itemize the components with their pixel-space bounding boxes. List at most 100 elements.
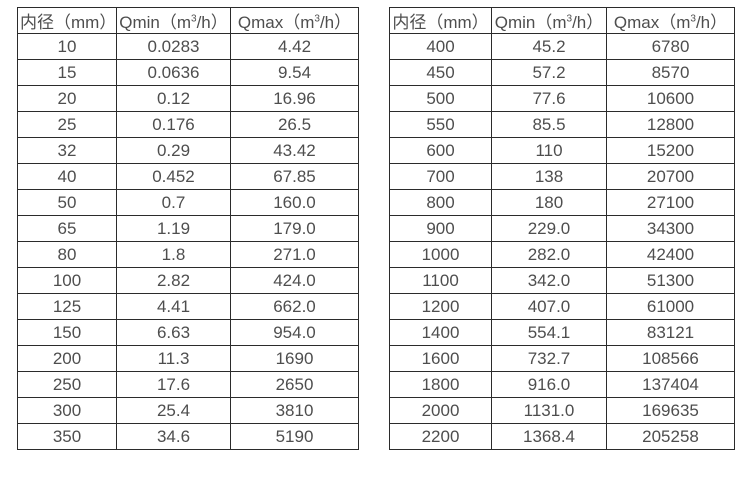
table-cell: 0.452 xyxy=(116,163,231,190)
table-cell: 17.6 xyxy=(116,371,231,398)
table-cell: 229.0 xyxy=(491,215,607,242)
table-cell: 100 xyxy=(17,267,117,294)
table-cell: 200 xyxy=(17,345,117,372)
table-cell: 500 xyxy=(389,85,492,112)
table-row: 65 1.19 179.0 xyxy=(17,215,359,242)
table-row: 900 229.0 34300 xyxy=(389,215,735,242)
table-cell: 4.41 xyxy=(116,293,231,320)
table-cell: 67.85 xyxy=(230,163,359,190)
table-cell: 85.5 xyxy=(491,111,607,138)
table-cell: 916.0 xyxy=(491,371,607,398)
table-cell: 125 xyxy=(17,293,117,320)
table-row: 100 2.82 424.0 xyxy=(17,267,359,294)
superscript-3: 3 xyxy=(690,13,696,25)
table-cell: 554.1 xyxy=(491,319,607,346)
header-qmax-text: Qmax（m xyxy=(237,13,315,32)
table-cell: 83121 xyxy=(606,319,735,346)
table-cell: 110 xyxy=(491,137,607,164)
table-row: 150 6.63 954.0 xyxy=(17,319,359,346)
table-row: 125 4.41 662.0 xyxy=(17,293,359,320)
table-row: 300 25.4 3810 xyxy=(17,397,359,424)
table-cell: 16.96 xyxy=(230,85,359,112)
table-cell: 662.0 xyxy=(230,293,359,320)
table-cell: 271.0 xyxy=(230,241,359,268)
header-qmin-text: Qmin（m xyxy=(494,13,567,32)
table-row: 400 45.2 6780 xyxy=(389,33,735,60)
table-cell: 42400 xyxy=(606,241,735,268)
table-cell: 400 xyxy=(389,33,492,60)
header-qmax: Qmax（m3/h） xyxy=(606,7,735,34)
flow-table-small-diameters: 内径（mm） Qmin（m3/h） Qmax（m3/h） 10 0.0283 4.4… xyxy=(17,7,359,450)
table-row: 700 138 20700 xyxy=(389,163,735,190)
flow-table-large-diameters: 内径（mm） Qmin（m3/h） Qmax（m3/h） 400 45.2 6780… xyxy=(389,7,735,450)
table-cell: 2000 xyxy=(389,397,492,424)
table-row: 600 110 15200 xyxy=(389,137,735,164)
table-cell: 342.0 xyxy=(491,267,607,294)
table-cell: 137404 xyxy=(606,371,735,398)
table-row: 1800 916.0 137404 xyxy=(389,371,735,398)
header-qmax: Qmax（m3/h） xyxy=(230,7,359,34)
table-cell: 40 xyxy=(17,163,117,190)
table-cell: 0.176 xyxy=(116,111,231,138)
superscript-3: 3 xyxy=(566,13,573,25)
table-cell: 700 xyxy=(389,163,492,190)
table-row: 50 0.7 160.0 xyxy=(17,189,359,216)
table-cell: 0.12 xyxy=(116,85,231,112)
table-row: 500 77.6 10600 xyxy=(389,85,735,112)
table-cell: 1.19 xyxy=(116,215,231,242)
table-cell: 26.5 xyxy=(230,111,359,138)
table-cell: 800 xyxy=(389,189,492,216)
table-cell: 12800 xyxy=(606,111,735,138)
table-row: 25 0.176 26.5 xyxy=(17,111,359,138)
table-cell: 3810 xyxy=(230,397,359,424)
table-cell: 10 xyxy=(17,33,117,60)
table-cell: 32 xyxy=(17,137,117,164)
table-row: 800 180 27100 xyxy=(389,189,735,216)
table-cell: 2.82 xyxy=(116,267,231,294)
table-cell: 0.0636 xyxy=(116,59,231,86)
table-cell: 5190 xyxy=(230,423,359,450)
table-cell: 43.42 xyxy=(230,137,359,164)
table-cell: 900 xyxy=(389,215,492,242)
header-row: 内径（mm） Qmin（m3/h） Qmax（m3/h） xyxy=(17,7,359,34)
table-cell: 10600 xyxy=(606,85,735,112)
table-cell: 50 xyxy=(17,189,117,216)
table-cell: 25 xyxy=(17,111,117,138)
table-cell: 424.0 xyxy=(230,267,359,294)
table-cell: 34300 xyxy=(606,215,735,242)
table-cell: 1400 xyxy=(389,319,492,346)
table-cell: 25.4 xyxy=(116,397,231,424)
table-cell: 407.0 xyxy=(491,293,607,320)
table-cell: 180 xyxy=(491,189,607,216)
table-cell: 1600 xyxy=(389,345,492,372)
table-cell: 9.54 xyxy=(230,59,359,86)
header-qmax-unit-suffix: /h） xyxy=(695,13,728,32)
table-row: 20 0.12 16.96 xyxy=(17,85,359,112)
table-cell: 150 xyxy=(17,319,117,346)
table-cell: 1368.4 xyxy=(491,423,607,450)
table-cell: 51300 xyxy=(606,267,735,294)
table-cell: 1800 xyxy=(389,371,492,398)
table-cell: 4.42 xyxy=(230,33,359,60)
table-cell: 45.2 xyxy=(491,33,607,60)
table-cell: 6780 xyxy=(606,33,735,60)
table-cell: 2650 xyxy=(230,371,359,398)
table-cell: 1100 xyxy=(389,267,492,294)
table-cell: 1690 xyxy=(230,345,359,372)
table-cell: 61000 xyxy=(606,293,735,320)
table-cell: 600 xyxy=(389,137,492,164)
header-qmin-unit-suffix: /h） xyxy=(572,13,604,32)
table-cell: 160.0 xyxy=(230,189,359,216)
header-qmin: Qmin（m3/h） xyxy=(116,7,231,34)
table-row: 200 11.3 1690 xyxy=(17,345,359,372)
table-cell: 250 xyxy=(17,371,117,398)
table-cell: 179.0 xyxy=(230,215,359,242)
table-cell: 20700 xyxy=(606,163,735,190)
table-cell: 0.29 xyxy=(116,137,231,164)
table-cell: 11.3 xyxy=(116,345,231,372)
table-row: 1600 732.7 108566 xyxy=(389,345,735,372)
superscript-3: 3 xyxy=(314,13,320,25)
header-qmin-unit-suffix: /h） xyxy=(196,13,228,32)
table-cell: 1131.0 xyxy=(491,397,607,424)
